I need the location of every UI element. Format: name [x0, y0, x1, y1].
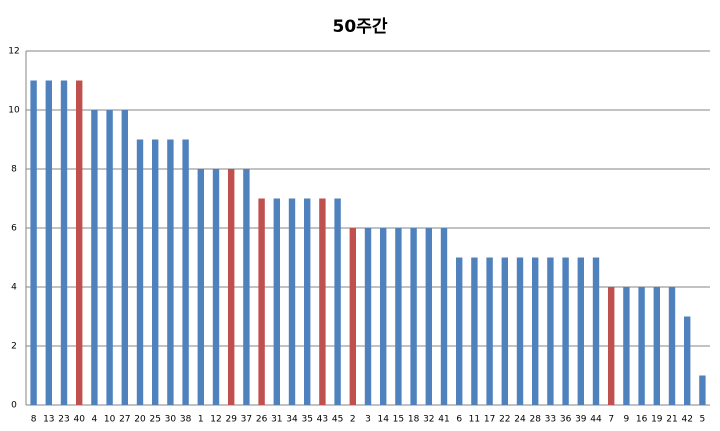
bar — [456, 257, 463, 405]
bar — [562, 257, 569, 405]
x-tick-label: 30 — [165, 415, 177, 425]
y-tick-label: 10 — [8, 106, 20, 116]
bar — [167, 139, 174, 405]
bar — [334, 198, 341, 405]
x-tick-label: 40 — [73, 415, 85, 425]
bar — [425, 228, 432, 405]
bar — [273, 198, 280, 405]
x-tick-label: 33 — [545, 415, 556, 425]
x-tick-label: 27 — [119, 415, 130, 425]
bar — [638, 287, 645, 405]
x-tick-label: 26 — [256, 415, 268, 425]
x-tick-label: 18 — [408, 415, 420, 425]
x-tick-label: 24 — [514, 415, 526, 425]
bar — [30, 80, 37, 405]
bar — [364, 228, 372, 405]
bar — [608, 287, 615, 405]
x-tick-label: 7 — [608, 415, 614, 425]
x-tick-label: 32 — [423, 415, 434, 425]
bar — [319, 198, 326, 405]
bar — [410, 228, 417, 405]
bar — [349, 228, 356, 405]
bar — [136, 139, 144, 405]
x-tick-label: 5 — [700, 415, 706, 425]
y-tick-label: 4 — [11, 283, 17, 293]
bar — [304, 198, 311, 405]
bar — [212, 169, 220, 405]
bar — [486, 257, 493, 405]
x-tick-label: 22 — [499, 415, 510, 425]
x-tick-label: 43 — [317, 415, 328, 425]
bar — [152, 139, 159, 405]
x-tick-label: 35 — [301, 415, 312, 425]
bar — [577, 257, 584, 405]
bar — [258, 198, 265, 405]
x-tick-label: 45 — [332, 415, 343, 425]
y-tick-label: 2 — [11, 342, 17, 352]
x-tick-label: 4 — [92, 415, 98, 425]
x-tick-label: 25 — [149, 415, 160, 425]
x-tick-label: 16 — [636, 415, 648, 425]
x-tick-label: 19 — [651, 415, 663, 425]
x-tick-label: 3 — [365, 415, 371, 425]
y-tick-label: 12 — [8, 47, 19, 57]
bar — [106, 110, 113, 405]
bar — [592, 257, 600, 405]
bar — [395, 228, 402, 405]
bar — [45, 80, 52, 405]
bar — [623, 287, 630, 405]
x-tick-label: 14 — [377, 415, 389, 425]
bar — [516, 257, 524, 405]
bar — [501, 257, 508, 405]
x-tick-label: 21 — [666, 415, 677, 425]
bar — [91, 110, 98, 405]
x-tick-label: 44 — [590, 415, 602, 425]
x-tick-label: 41 — [438, 415, 449, 425]
bar — [243, 169, 250, 405]
x-tick-label: 1 — [198, 415, 204, 425]
bar — [76, 80, 83, 405]
bar — [440, 228, 448, 405]
x-tick-label: 11 — [469, 415, 480, 425]
x-tick-label: 23 — [58, 415, 69, 425]
x-tick-label: 6 — [456, 415, 462, 425]
x-tick-label: 29 — [225, 415, 237, 425]
x-tick-label: 13 — [43, 415, 54, 425]
x-tick-label: 8 — [31, 415, 37, 425]
x-tick-label: 9 — [624, 415, 630, 425]
bar — [288, 198, 296, 405]
bar — [471, 257, 478, 405]
x-tick-label: 39 — [575, 415, 587, 425]
bar — [653, 287, 660, 405]
bar — [699, 375, 706, 405]
x-tick-label: 15 — [393, 415, 404, 425]
chart-title: 50주간 — [333, 17, 388, 37]
x-tick-label: 37 — [241, 415, 252, 425]
bar — [197, 169, 204, 405]
bar — [684, 316, 691, 405]
bar — [121, 110, 128, 405]
y-tick-label: 8 — [11, 165, 17, 175]
x-tick-label: 28 — [529, 415, 541, 425]
bar — [547, 257, 554, 405]
x-tick-label: 34 — [286, 415, 298, 425]
x-tick-label: 2 — [350, 415, 356, 425]
y-tick-label: 6 — [11, 224, 17, 234]
x-tick-label: 38 — [180, 415, 192, 425]
bar — [228, 169, 235, 405]
x-tick-label: 42 — [681, 415, 692, 425]
x-tick-label: 36 — [560, 415, 572, 425]
x-tick-label: 12 — [210, 415, 221, 425]
bar — [182, 139, 189, 405]
bar — [60, 80, 68, 405]
x-tick-label: 20 — [134, 415, 146, 425]
bar — [380, 228, 387, 405]
bar — [532, 257, 539, 405]
x-tick-label: 17 — [484, 415, 495, 425]
y-tick-label: 0 — [11, 401, 17, 411]
x-tick-label: 31 — [271, 415, 282, 425]
bar — [668, 287, 676, 405]
x-tick-label: 10 — [104, 415, 116, 425]
